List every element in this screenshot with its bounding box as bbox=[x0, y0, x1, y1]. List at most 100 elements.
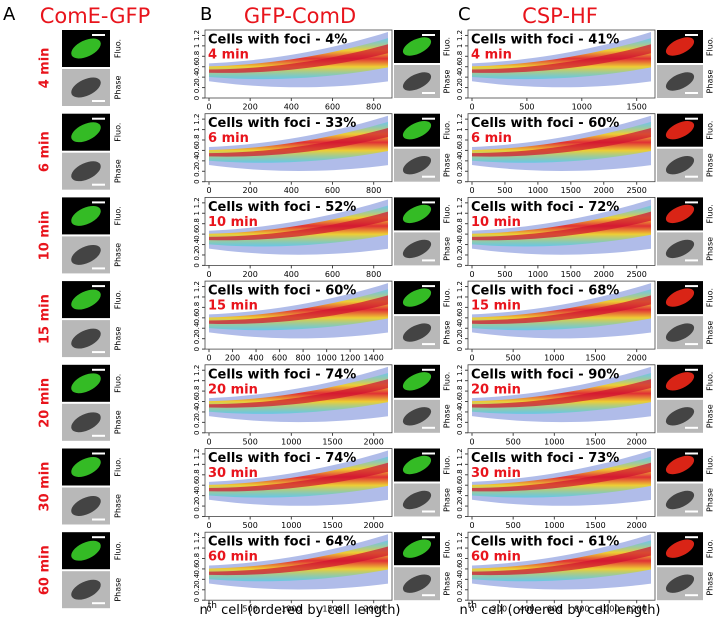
y-tick-label: 0.2 bbox=[193, 584, 201, 595]
y-tick-label: 1 bbox=[456, 462, 464, 466]
y-tick-label: 1.2 bbox=[456, 532, 464, 543]
x-tick-label: 400 bbox=[284, 103, 299, 112]
cell bbox=[402, 204, 432, 224]
y-tick-label: 0.6 bbox=[193, 144, 201, 156]
caption: Cells with foci - 90% bbox=[471, 367, 619, 382]
y-tick-label: 1.2 bbox=[456, 197, 464, 208]
x-tick-label: 1000 bbox=[528, 270, 548, 279]
time-label: 6 min bbox=[208, 131, 249, 146]
y-tick-label: 0.4 bbox=[193, 71, 201, 83]
x-tick-label: 500 bbox=[497, 186, 512, 195]
x-tick-label: 1000 bbox=[544, 521, 564, 530]
x-tick-label: 500 bbox=[243, 605, 258, 614]
cell-phase bbox=[71, 412, 101, 433]
fluo-label: Fluo. bbox=[443, 204, 452, 223]
x-tick-label: 0 bbox=[206, 605, 211, 614]
y-tick-label: 1 bbox=[456, 378, 464, 382]
phase-label: Phase bbox=[706, 404, 714, 428]
y-tick-label: 0 bbox=[193, 263, 201, 267]
cell bbox=[402, 539, 432, 558]
time-label: 15 min bbox=[38, 294, 53, 344]
cell bbox=[71, 373, 101, 394]
panel-title: GFP-ComD bbox=[244, 4, 356, 28]
y-tick-label: 0 bbox=[193, 598, 201, 602]
y-tick-label: 0.8 bbox=[456, 469, 464, 480]
y-tick-label: 1 bbox=[193, 462, 201, 466]
time-label: 20 min bbox=[38, 378, 53, 428]
y-tick-label: 0.4 bbox=[456, 71, 464, 83]
x-tick-label: 0 bbox=[206, 186, 211, 195]
time-label: 30 min bbox=[471, 466, 521, 481]
fluo-label: Fluo. bbox=[443, 372, 452, 391]
time-label: 15 min bbox=[471, 299, 521, 314]
x-tick-label: 1000 bbox=[281, 437, 301, 446]
y-tick-label: 1 bbox=[456, 546, 464, 550]
x-tick-label: 1500 bbox=[585, 521, 605, 530]
x-label-n: n bbox=[199, 603, 207, 618]
cell bbox=[71, 38, 101, 59]
y-tick-label: 0 bbox=[456, 347, 464, 351]
x-tick-label: 0 bbox=[469, 437, 474, 446]
x-tick-label: 600 bbox=[272, 354, 287, 363]
phase-label: Phase bbox=[114, 494, 123, 518]
cell-phase bbox=[402, 323, 432, 342]
phase-label: Phase bbox=[443, 488, 452, 512]
time-label: 10 min bbox=[38, 210, 53, 260]
cell-phase bbox=[71, 77, 101, 98]
x-tick-label: 600 bbox=[325, 186, 340, 195]
fluo-label: Fluo. bbox=[706, 539, 714, 558]
y-tick-label: 1.2 bbox=[456, 114, 464, 125]
x-tick-label: 200 bbox=[243, 103, 258, 112]
x-tick-label: 2500 bbox=[627, 186, 647, 195]
y-tick-label: 1 bbox=[193, 546, 201, 550]
x-tick-label: 2000 bbox=[364, 521, 384, 530]
time-label: 4 min bbox=[208, 48, 249, 63]
x-tick-label: 800 bbox=[574, 605, 589, 614]
y-tick-label: 0.2 bbox=[193, 82, 201, 93]
cell-phase bbox=[402, 407, 432, 426]
x-label-sup: th bbox=[468, 601, 477, 611]
caption: Cells with foci - 61% bbox=[471, 535, 619, 550]
y-tick-label: 0.2 bbox=[456, 333, 464, 344]
y-tick-label: 0.8 bbox=[193, 553, 201, 564]
phase-label: Phase bbox=[114, 327, 123, 351]
x-tick-label: 1000 bbox=[544, 354, 564, 363]
scatter-cloud bbox=[209, 379, 388, 408]
y-tick-label: 1 bbox=[456, 211, 464, 215]
phase-label: Phase bbox=[114, 243, 123, 267]
phase-label: Phase bbox=[114, 159, 123, 183]
y-tick-label: 1.2 bbox=[193, 30, 201, 41]
x-tick-label: 1500 bbox=[585, 354, 605, 363]
y-tick-label: 0.4 bbox=[456, 155, 464, 167]
phase-label: Phase bbox=[114, 578, 123, 602]
cell-phase bbox=[665, 407, 695, 426]
y-tick-label: 1.2 bbox=[456, 30, 464, 41]
x-tick-label: 400 bbox=[519, 605, 534, 614]
y-tick-label: 0.8 bbox=[193, 302, 201, 313]
x-axis-label: nth cell (ordered by cell length) bbox=[199, 601, 400, 618]
cell bbox=[402, 372, 432, 391]
y-tick-label: 0.6 bbox=[193, 395, 201, 407]
y-tick-label: 0.6 bbox=[456, 563, 464, 575]
time-label: 60 min bbox=[38, 545, 53, 595]
scatter-cloud bbox=[472, 295, 651, 325]
caption: Cells with foci - 33% bbox=[208, 116, 356, 131]
time-label: 4 min bbox=[38, 48, 53, 89]
y-tick-label: 1.2 bbox=[193, 448, 201, 459]
x-axis-label: nth cell (ordered by cell length) bbox=[459, 601, 660, 618]
x-tick-label: 1000 bbox=[599, 605, 619, 614]
cell bbox=[71, 457, 101, 477]
time-label: 4 min bbox=[471, 48, 512, 63]
y-tick-label: 1.2 bbox=[456, 365, 464, 376]
y-tick-label: 0.6 bbox=[456, 228, 464, 240]
time-label: 30 min bbox=[208, 466, 258, 481]
x-tick-label: 500 bbox=[519, 103, 534, 112]
cell bbox=[665, 37, 695, 56]
x-tick-label: 1500 bbox=[322, 605, 342, 614]
y-tick-label: 0.2 bbox=[193, 333, 201, 344]
cell bbox=[71, 122, 101, 143]
time-label: 20 min bbox=[471, 382, 521, 397]
y-tick-label: 0.8 bbox=[193, 469, 201, 480]
x-tick-label: 1500 bbox=[561, 270, 581, 279]
x-tick-label: 200 bbox=[243, 270, 258, 279]
